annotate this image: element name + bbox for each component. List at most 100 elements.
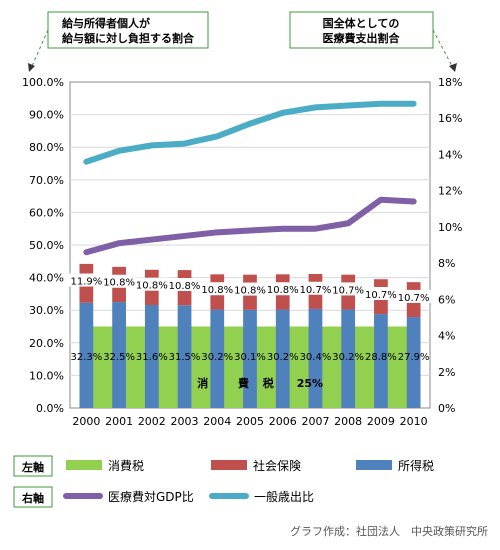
x-tick-label: 2000 [72, 415, 100, 428]
left-tick-label: 10.0% [29, 369, 64, 382]
x-tick-label: 2008 [334, 415, 362, 428]
left-tick-label: 20.0% [29, 337, 64, 350]
left-tick-label: 80.0% [29, 141, 64, 154]
income-tax-data-label: 30.1% [234, 352, 266, 363]
left-tick-label: 0.0% [36, 402, 64, 415]
right-tick-label: 8% [438, 257, 455, 270]
right-annotation-text: 医療費支出割合 [323, 31, 401, 45]
left-annotation-pointer [31, 29, 49, 67]
left-tick-label: 30.0% [29, 304, 64, 317]
right-annotation-box [289, 11, 434, 49]
social-insurance-label-bg [362, 286, 399, 300]
credit-text: グラフ作成：社団法人 中央政策研究所 [290, 524, 488, 538]
income-tax-bar [144, 304, 159, 408]
consumption-tax-label: 消 [197, 376, 208, 390]
social-insurance-data-label: 10.8% [169, 281, 201, 292]
general-expenditure-line [83, 100, 417, 165]
social-insurance-data-label: 10.7% [398, 293, 430, 304]
right-tick-label: 18% [438, 76, 462, 89]
x-tick-label: 2002 [138, 415, 166, 428]
left-annotation-text: 給与所得者個人が [62, 16, 150, 30]
left-tick-label: 70.0% [29, 174, 64, 187]
right-tick-label: 2% [438, 366, 455, 379]
income-tax-data-label: 31.5% [169, 352, 201, 363]
left-tick-label: 100.0% [22, 76, 64, 89]
social-insurance-label-bg [232, 282, 268, 296]
social-insurance-label-bg [133, 277, 170, 291]
x-tick-label: 2010 [400, 415, 428, 428]
x-tick-label: 2005 [236, 415, 264, 428]
social-insurance-data-label: 10.8% [267, 285, 299, 296]
income-tax-data-label: 28.8% [365, 352, 397, 363]
income-tax-bar [112, 302, 126, 408]
legend-label: 消費税 [108, 458, 144, 473]
social-insurance-label-bg [199, 282, 236, 296]
income-tax-bar [210, 309, 225, 408]
right-tick-label: 16% [438, 112, 462, 125]
x-tick-label: 2003 [171, 415, 199, 428]
right-annotation-pointer [432, 29, 453, 67]
x-tick-label: 2009 [367, 415, 395, 428]
income-tax-bar [275, 309, 290, 408]
social-insurance-data-label: 10.7% [365, 290, 397, 301]
income-tax-bar [308, 308, 323, 408]
legend-swatch [66, 460, 102, 470]
left-annotation-box [47, 11, 209, 49]
right-tick-label: 0% [438, 402, 455, 415]
income-tax-data-label: 30.2% [267, 352, 299, 363]
income-tax-data-label: 30.4% [300, 352, 332, 363]
social-insurance-data-label: 10.8% [201, 285, 233, 296]
legend-swatch [356, 460, 392, 470]
left-tick-label: 50.0% [29, 239, 64, 252]
social-insurance-label-bg [166, 278, 203, 292]
social-insurance-data-label: 10.8% [234, 286, 266, 297]
legend-right-tag: 右軸 [21, 491, 44, 505]
social-insurance-label-bg [395, 289, 432, 303]
social-insurance-data-label: 11.9% [70, 277, 102, 288]
social-insurance-data-label: 10.8% [136, 281, 168, 292]
left-annotation-text: 給与額に対し負担する割合 [62, 31, 195, 45]
social-insurance-label-bg [330, 282, 367, 296]
social-insurance-data-label: 10.8% [103, 278, 135, 289]
left-tick-label: 60.0% [29, 206, 64, 219]
legend-label: 一般歳出比 [254, 489, 314, 504]
social-insurance-label-bg [297, 281, 334, 295]
legend-label: 医療費対GDP比 [108, 489, 194, 504]
social-insurance-data-label: 10.7% [300, 285, 332, 296]
income-tax-bar [374, 314, 388, 408]
left-tick-label: 90.0% [29, 109, 64, 122]
right-annotation-text: 国全体としての [323, 16, 400, 30]
income-tax-bar [406, 317, 421, 408]
social-insurance-label-bg [68, 273, 105, 287]
income-tax-data-label: 27.9% [398, 352, 430, 363]
right-tick-label: 14% [438, 148, 462, 161]
legend-left-tag-box [13, 455, 53, 477]
income-tax-data-label: 32.5% [103, 352, 135, 363]
social-insurance-data-label: 10.7% [332, 285, 364, 296]
income-tax-data-label: 30.2% [201, 352, 233, 363]
medical-gdp-line [83, 196, 417, 256]
right-tick-label: 12% [438, 185, 462, 198]
x-tick-label: 2001 [105, 415, 133, 428]
right-tick-label: 4% [438, 330, 455, 343]
income-tax-data-label: 32.3% [70, 352, 102, 363]
x-tick-label: 2004 [203, 415, 231, 428]
income-tax-data-label: 30.2% [332, 352, 364, 363]
x-tick-label: 2006 [269, 415, 297, 428]
right-tick-label: 10% [438, 221, 462, 234]
left-annotation-arrowhead [28, 63, 35, 72]
consumption-tax-label: 25% [297, 377, 323, 390]
legend-left-tag: 左軸 [21, 460, 44, 474]
income-tax-bar [341, 309, 356, 408]
income-tax-bar [177, 305, 192, 408]
legend-label: 所得税 [398, 458, 434, 473]
consumption-tax-label: 税 [263, 376, 274, 390]
x-tick-label: 2007 [301, 415, 329, 428]
social-insurance-label-bg [101, 274, 138, 288]
legend-right-tag-box [13, 486, 53, 508]
legend-swatch [211, 460, 247, 470]
right-tick-label: 6% [438, 293, 455, 306]
income-tax-bar [79, 302, 94, 408]
income-tax-bar [243, 309, 257, 408]
